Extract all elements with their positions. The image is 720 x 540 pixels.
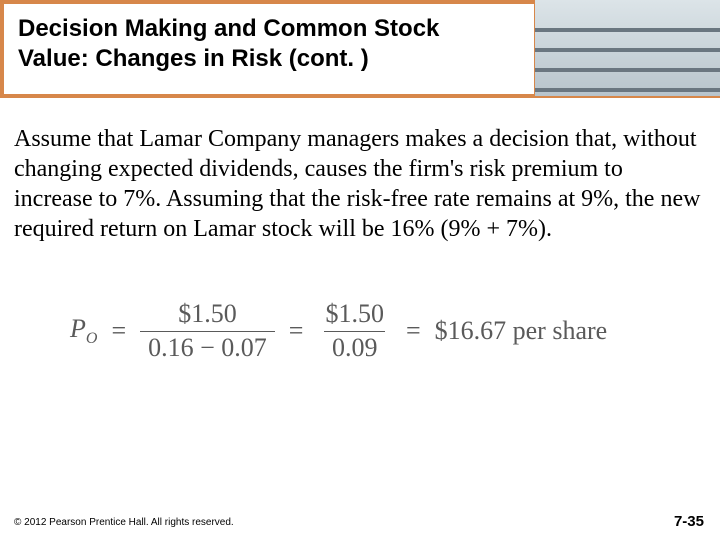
equals-sign-2: =: [289, 316, 304, 346]
equation-result: $16.67 per share: [435, 316, 608, 346]
equals-sign-1: =: [111, 316, 126, 346]
slide-title: Decision Making and Common Stock Value: …: [18, 14, 520, 74]
fraction-1-denominator: 0.16 − 0.07: [140, 331, 275, 363]
fraction-1-numerator: $1.50: [170, 300, 245, 331]
footer-page-number: 7-35: [674, 513, 704, 530]
fraction-2: $1.50 0.09: [317, 300, 392, 362]
header-decorative-image: [535, 0, 720, 96]
equation-subscript-O: O: [86, 330, 98, 347]
equation-lhs: PO: [70, 314, 97, 348]
body-paragraph: Assume that Lamar Company managers makes…: [14, 124, 706, 244]
footer-copyright: © 2012 Pearson Prentice Hall. All rights…: [14, 517, 234, 528]
fraction-1: $1.50 0.16 − 0.07: [140, 300, 275, 362]
equals-sign-3: =: [406, 316, 421, 346]
fraction-2-numerator: $1.50: [317, 300, 392, 331]
title-line-2: Value: Changes in Risk (cont. ): [18, 45, 369, 72]
title-box: Decision Making and Common Stock Value: …: [4, 4, 534, 94]
equation: PO = $1.50 0.16 − 0.07 = $1.50 0.09 = $1…: [70, 300, 680, 362]
title-line-1: Decision Making and Common Stock: [18, 15, 439, 42]
fraction-2-denominator: 0.09: [324, 331, 386, 363]
equation-symbol-P: P: [70, 314, 86, 343]
